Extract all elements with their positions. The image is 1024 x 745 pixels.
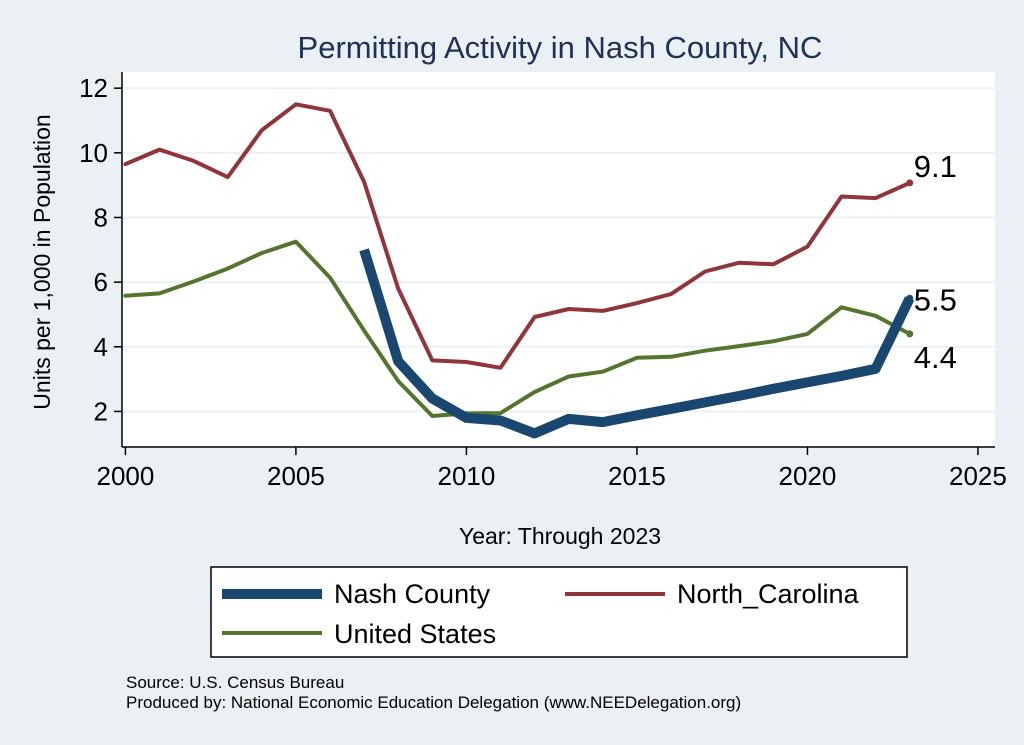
- y-tick-label: 4: [94, 332, 108, 362]
- plot-area: [122, 72, 995, 447]
- axes: [121, 72, 995, 448]
- x-tick-label: 2000: [96, 461, 154, 491]
- series-line-united-states: [123, 239, 912, 418]
- end-label-north-carolina: 9.1: [914, 149, 957, 184]
- legend-label-nash-county: Nash County: [334, 579, 491, 609]
- end-label-united-states: 4.4: [914, 340, 957, 375]
- source-note: Source: U.S. Census Bureau: [126, 673, 344, 692]
- gridlines: [122, 87, 995, 413]
- x-tick-label: 2015: [608, 461, 666, 491]
- x-tick-label: 2020: [779, 461, 837, 491]
- x-ticks: 2000 2005 2010 2015 2020 2025: [96, 447, 1007, 491]
- y-ticks: 2 4 6 8 10 12: [79, 73, 122, 426]
- end-label-nash-county: 5.5: [914, 282, 957, 317]
- x-axis-title: Year: Through 2023: [459, 523, 661, 549]
- legend-box: [210, 566, 908, 658]
- end-marker-nash-county: [906, 294, 914, 302]
- legend-label-north-carolina: North_Carolina: [677, 579, 860, 609]
- legend-label-united-states: United States: [334, 619, 496, 649]
- x-tick-label: 2025: [949, 461, 1007, 491]
- end-marker-united-states: [906, 330, 914, 338]
- produced-by-note: Produced by: National Economic Education…: [126, 693, 741, 712]
- y-tick-label: 6: [94, 267, 108, 297]
- end-marker-north-carolina: [906, 179, 914, 187]
- series-line-north-carolina: [123, 102, 912, 370]
- y-tick-label: 12: [79, 73, 108, 103]
- series-lines: [123, 102, 915, 439]
- legend: Nash County North_Carolina United States: [210, 566, 908, 658]
- y-tick-label: 10: [79, 138, 108, 168]
- series-line-nash-county: [359, 248, 915, 439]
- x-tick-label: 2010: [438, 461, 496, 491]
- y-tick-label: 8: [94, 202, 108, 232]
- x-tick-label: 2005: [267, 461, 325, 491]
- chart-title: Permitting Activity in Nash County, NC: [298, 30, 823, 65]
- y-tick-label: 2: [94, 396, 108, 426]
- y-axis-title: Units per 1,000 in Population: [29, 114, 55, 409]
- end-labels: 5.5 9.1 4.4: [906, 149, 957, 375]
